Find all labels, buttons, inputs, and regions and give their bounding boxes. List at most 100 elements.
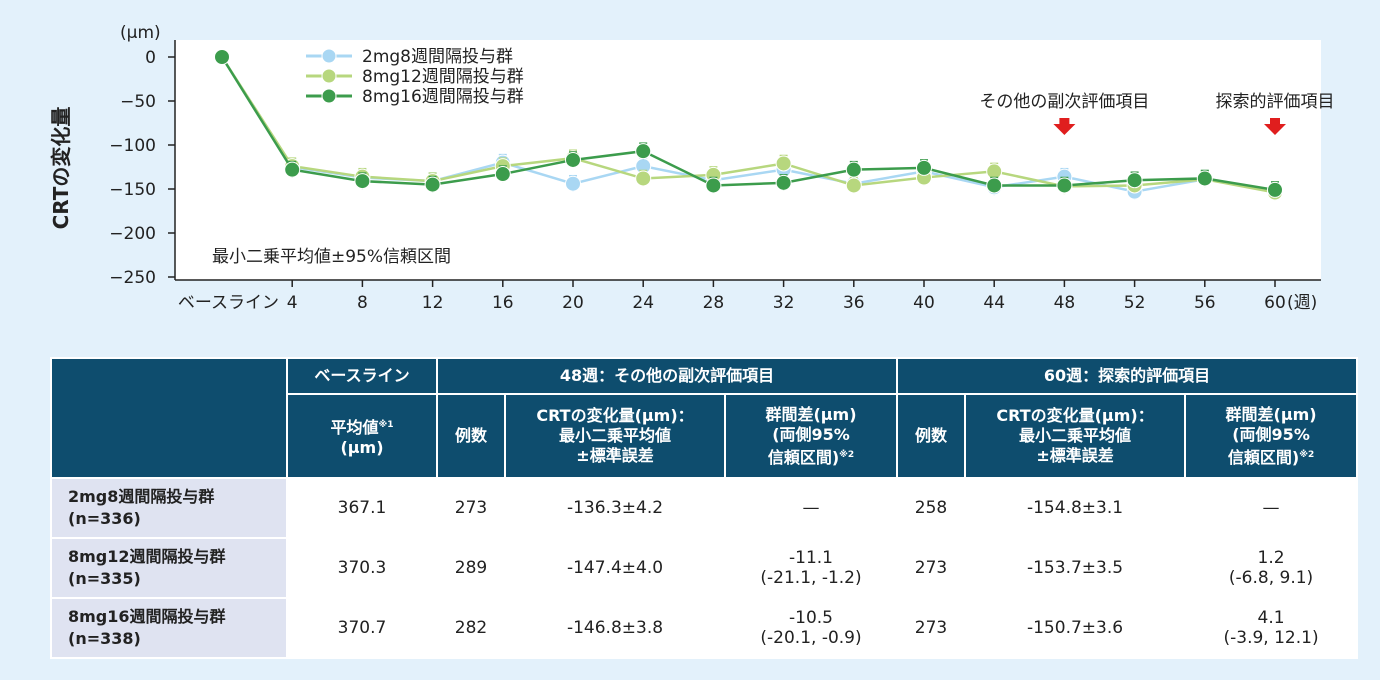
x-tick-label: 24 <box>632 293 654 313</box>
row-group-label: 8mg12週間隔投与群 (n=335) <box>50 537 288 599</box>
x-tick-label: 8 <box>357 293 368 313</box>
data-point <box>635 143 652 160</box>
cell-w60-diff: 1.2 (-6.8, 9.1) <box>1184 537 1359 599</box>
data-point <box>354 173 371 190</box>
data-point <box>284 161 301 178</box>
table-row: 8mg16週間隔投与群 (n=338) 370.7 282 -146.8±3.8 … <box>50 597 1359 659</box>
annotation-label: 探索的評価項目 <box>1216 92 1335 112</box>
cell-w60-n: 273 <box>896 597 967 659</box>
header-w48-n: 例数 <box>436 393 506 479</box>
x-tick-label: 16 <box>492 293 514 313</box>
x-tick-label: 36 <box>843 293 865 313</box>
header-w48-diff: 群間差(μm) (両側95% 信頼区間)※2 <box>723 393 899 479</box>
cell-w48-diff: — <box>723 477 899 539</box>
data-point <box>986 177 1003 194</box>
cell-baseline: 367.1 <box>286 477 438 539</box>
cell-w60-crt: -154.8±3.1 <box>964 477 1187 539</box>
results-table: ベースライン 48週：その他の副次評価項目 60週：探索的評価項目 平均値※1 … <box>50 357 1359 659</box>
cell-w48-diff: -10.5 (-20.1, -0.9) <box>723 597 899 659</box>
series-line <box>220 56 1276 194</box>
cell-w60-crt: -153.7±3.5 <box>964 537 1187 599</box>
cell-w48-n: 289 <box>436 537 506 599</box>
y-axis-label: CRTの変化量 <box>49 107 73 230</box>
table-row: 8mg12週間隔投与群 (n=335) 370.3 289 -147.4±4.0 … <box>50 537 1359 599</box>
row-group-label: 2mg8週間隔投与群 (n=336) <box>50 477 288 539</box>
cell-w48-crt: -146.8±3.8 <box>504 597 726 659</box>
data-point <box>565 175 581 192</box>
data-point <box>1126 172 1143 189</box>
data-point <box>775 155 792 172</box>
header-week48: 48週：その他の副次評価項目 <box>435 357 899 395</box>
red-arrow-icon <box>1053 118 1076 135</box>
cell-w60-diff: — <box>1184 477 1359 539</box>
series-line <box>220 56 1276 192</box>
data-point <box>1056 177 1073 194</box>
data-point <box>635 170 652 187</box>
cell-baseline: 370.3 <box>286 537 438 599</box>
data-point <box>705 177 722 194</box>
header-baseline: ベースライン <box>286 357 438 395</box>
y-tick-label: −100 <box>109 136 156 156</box>
data-point <box>494 166 511 183</box>
cell-w48-crt: -147.4±4.0 <box>504 537 726 599</box>
x-tick-label: 48 <box>1054 293 1076 313</box>
annotation-label: その他の副次評価項目 <box>979 92 1149 112</box>
legend-marker <box>321 48 337 64</box>
header-w60-diff: 群間差(μm) (両側95% 信頼区間)※2 <box>1184 393 1359 479</box>
header-w48-crt: CRTの変化量(μm)： 最小二乗平均値 ±標準誤差 <box>504 393 726 479</box>
y-tick-label: −250 <box>109 268 156 288</box>
plot-background <box>175 40 1321 280</box>
y-tick-label: −200 <box>109 224 156 244</box>
ci-note: 最小二乗平均値±95%信頼区間 <box>212 247 451 267</box>
x-tick-label: 12 <box>422 293 444 313</box>
data-point <box>916 159 932 176</box>
row-group-label: 8mg16週間隔投与群 (n=338) <box>50 597 288 659</box>
cell-w48-diff: -11.1 (-21.1, -1.2) <box>723 537 899 599</box>
cell-w60-crt: -150.7±3.6 <box>964 597 1187 659</box>
cell-w60-n: 273 <box>896 537 967 599</box>
y-tick-label: −150 <box>109 180 156 200</box>
legend-marker <box>321 68 337 84</box>
data-point <box>845 161 862 178</box>
x-tick-label: 44 <box>983 293 1005 313</box>
x-tick-label: 28 <box>703 293 725 313</box>
table-row: 2mg8週間隔投与群 (n=336) 367.1 273 -136.3±4.2 —… <box>50 477 1359 539</box>
header-baseline-mean: 平均値※1 (μm) <box>286 393 438 479</box>
x-tick-label: 32 <box>773 293 795 313</box>
x-tick-label: 20 <box>562 293 584 313</box>
legend-label: 2mg8週間隔投与群 <box>362 47 513 67</box>
data-point <box>845 177 862 194</box>
legend-label: 8mg16週間隔投与群 <box>362 87 524 107</box>
header-w60-crt: CRTの変化量(μm)： 最小二乗平均値 ±標準誤差 <box>964 393 1187 479</box>
crt-change-chart: (μm) CRTの変化量 (週) 最小二乗平均値±95%信頼区間 0 −50 −10… <box>49 23 1335 313</box>
x-tick-label: 52 <box>1124 293 1146 313</box>
cell-baseline: 370.7 <box>286 597 438 659</box>
y-tick-label: 0 <box>145 48 156 68</box>
data-point <box>775 174 792 191</box>
data-point <box>1267 181 1283 198</box>
x-tick-label: 4 <box>287 293 298 313</box>
y-tick-label: −50 <box>120 92 156 112</box>
cell-w60-n: 258 <box>896 477 967 539</box>
x-tick-label: 60 <box>1264 293 1286 313</box>
series-3 <box>214 49 1283 198</box>
data-point <box>986 163 1003 180</box>
legend-marker <box>321 88 337 104</box>
y-unit-label: (μm) <box>120 23 161 43</box>
x-tick-label: ベースライン <box>178 293 279 313</box>
cell-w48-crt: -136.3±4.2 <box>504 477 726 539</box>
data-point <box>565 151 581 168</box>
cell-w48-n: 282 <box>436 597 506 659</box>
data-point <box>214 49 230 65</box>
x-tick-label: 40 <box>913 293 935 313</box>
x-tick-label: 56 <box>1194 293 1216 313</box>
data-point <box>424 176 441 193</box>
data-point <box>1196 170 1213 187</box>
cell-w48-n: 273 <box>436 477 506 539</box>
red-arrow-icon <box>1264 118 1286 135</box>
legend-label: 8mg12週間隔投与群 <box>362 67 524 87</box>
header-w60-n: 例数 <box>896 393 967 479</box>
corner-header <box>50 357 288 479</box>
header-week60: 60週：探索的評価項目 <box>896 357 1359 395</box>
x-unit-label: (週) <box>1287 293 1317 313</box>
